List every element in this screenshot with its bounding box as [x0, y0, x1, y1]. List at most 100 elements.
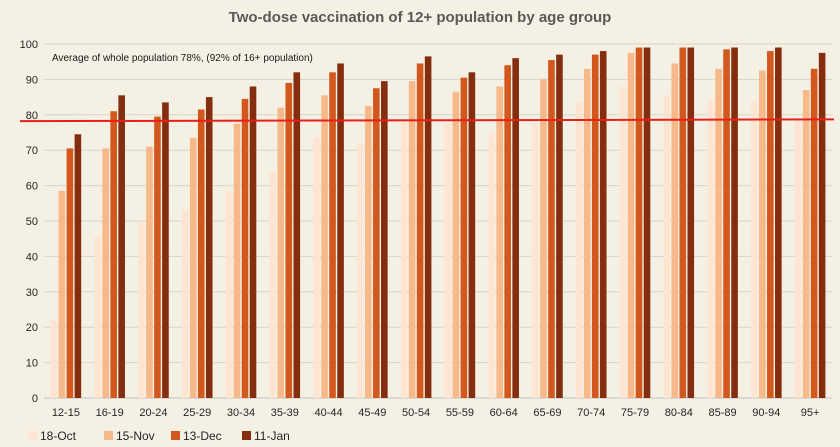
bar [532, 123, 539, 399]
x-tick-label: 20-24 [139, 407, 167, 419]
bar [329, 72, 336, 398]
average-annotation: Average of whole population 78%, (92% of… [52, 53, 313, 64]
y-tick-label: 100 [20, 39, 38, 51]
bar [723, 49, 730, 399]
bar [58, 190, 66, 398]
bar [181, 210, 189, 398]
bar [556, 54, 563, 399]
x-tick-label: 90-94 [752, 407, 780, 419]
y-tick-label: 10 [26, 358, 38, 370]
x-tick-label: 60-64 [490, 407, 518, 419]
bar [400, 121, 408, 398]
bar [110, 111, 117, 398]
bar [460, 77, 468, 398]
bar [50, 320, 58, 398]
bar [189, 137, 197, 398]
bar [627, 52, 635, 398]
bar [285, 82, 293, 398]
bar [452, 91, 460, 398]
x-tick-label: 45-49 [358, 407, 386, 419]
legend-label: 15-Nov [116, 429, 155, 443]
legend-swatch [28, 431, 37, 440]
bar [591, 54, 599, 399]
x-tick-label: 12-15 [52, 407, 80, 419]
chart-title: Two-dose vaccination of 12+ population b… [229, 9, 612, 26]
bar [468, 72, 476, 398]
y-tick-label: 60 [26, 181, 38, 193]
bar [810, 68, 818, 398]
bar [679, 47, 687, 398]
bar [408, 81, 416, 399]
bar [759, 70, 766, 399]
x-tick-label: 85-89 [708, 407, 736, 419]
bar [715, 68, 722, 398]
x-tick-label: 75-79 [621, 407, 649, 419]
y-tick-label: 50 [26, 216, 38, 228]
legend-swatch [171, 431, 180, 440]
bar [146, 146, 153, 398]
bars [50, 47, 826, 399]
bar [599, 51, 607, 399]
y-tick-label: 30 [26, 287, 38, 299]
bar [74, 134, 82, 398]
y-tick-label: 0 [32, 393, 38, 405]
legend-label: 11-Jan [254, 429, 290, 443]
bar [225, 190, 233, 398]
bar [102, 148, 109, 398]
bar [575, 102, 583, 398]
bar [66, 148, 74, 398]
y-tick-label: 80 [26, 110, 38, 122]
average-reference-line [19, 118, 835, 123]
bar [381, 81, 388, 399]
bar [818, 52, 826, 398]
x-tick-label: 55-59 [446, 407, 474, 419]
bar [241, 98, 249, 399]
bar [767, 51, 774, 399]
legend-label: 18-Oct [40, 429, 77, 443]
bar [444, 123, 452, 399]
x-tick-label: 16-19 [96, 407, 124, 419]
bar [663, 95, 671, 398]
legend-swatch [104, 431, 113, 440]
legend-label: 13-Dec [183, 429, 222, 443]
bar [583, 68, 591, 398]
y-axis-ticks: 0 10 20 30 40 50 60 70 80 90 100 [20, 39, 38, 405]
x-tick-label: 50-54 [402, 407, 430, 419]
bar [488, 132, 495, 398]
bar [249, 86, 257, 398]
bar [373, 88, 380, 398]
y-tick-label: 20 [26, 322, 38, 334]
bar [94, 236, 101, 398]
bar [233, 123, 241, 399]
bar [504, 65, 511, 399]
bar [751, 100, 758, 398]
bar [118, 95, 125, 398]
bar [197, 109, 205, 399]
x-tick-label: 30-34 [227, 407, 255, 419]
x-tick-label: 25-29 [183, 407, 211, 419]
x-tick-label: 70-74 [577, 407, 605, 419]
bar [540, 79, 547, 399]
bar [512, 58, 519, 398]
bar [277, 107, 285, 398]
bar [671, 63, 679, 398]
bar [707, 100, 714, 398]
bar [357, 143, 364, 398]
bar [321, 95, 328, 398]
bar [269, 171, 277, 398]
bar [731, 47, 738, 398]
legend: 18-Oct 15-Nov 13-Dec 11-Jan [28, 429, 290, 443]
bar [643, 47, 651, 398]
bar [496, 86, 503, 398]
x-axis-ticks: 12-15 16-19 20-24 25-29 30-34 35-39 40-44 45-49… [52, 407, 820, 419]
bar [635, 47, 643, 398]
x-tick-label: 95+ [801, 407, 820, 419]
bar [794, 118, 802, 398]
x-tick-label: 40-44 [314, 407, 342, 419]
bar [205, 97, 213, 398]
y-tick-label: 90 [26, 74, 38, 86]
bar [775, 47, 782, 398]
y-tick-label: 40 [26, 251, 38, 263]
bar [424, 56, 432, 398]
